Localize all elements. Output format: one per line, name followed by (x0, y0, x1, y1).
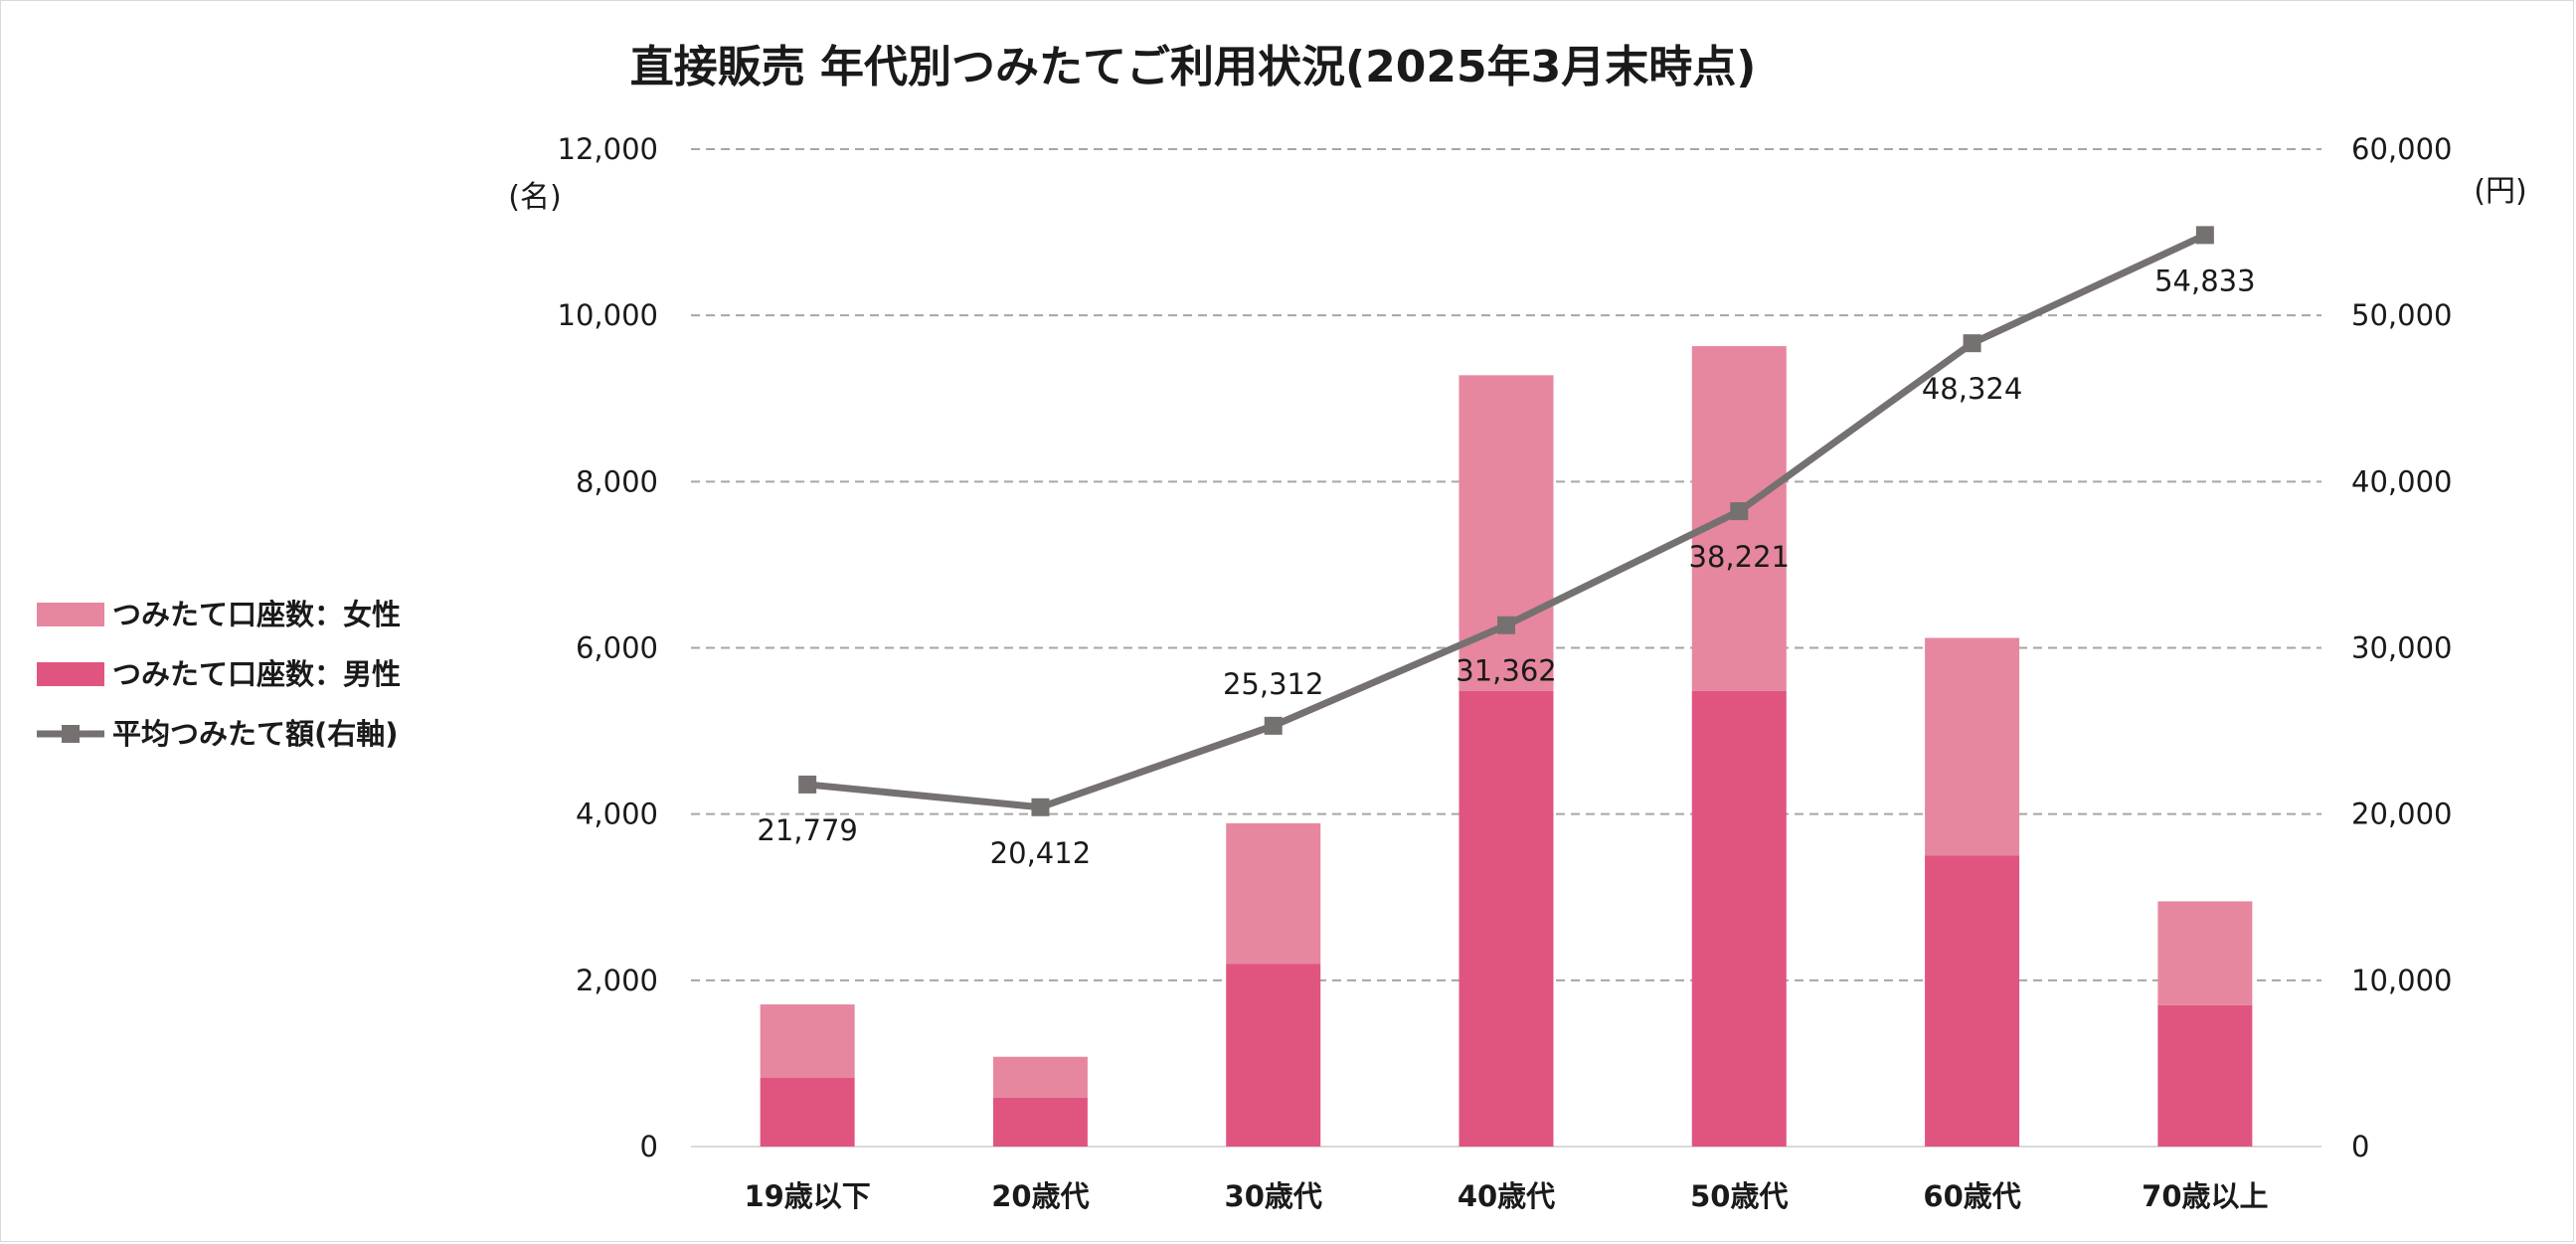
axes: 0 0 2,000 10,000 4,000 20,000 6,000 30,000 8,000… (508, 132, 2526, 1213)
bar-segment (2157, 901, 2253, 1005)
legend-marker (62, 725, 80, 743)
gridlines (691, 148, 2321, 981)
bar-segment (1691, 690, 1787, 1147)
legend-label: つみたて口座数：男性 (112, 657, 401, 691)
bar-segment (1226, 964, 1321, 1147)
left-axis-tick-label: 12,000 (558, 132, 658, 166)
bar-segment (992, 1056, 1088, 1098)
category-label: 70歳以上 (2142, 1179, 2268, 1213)
category-label: 20歳代 (991, 1179, 1089, 1213)
legend-swatch (37, 603, 104, 626)
bar-segment (2157, 1004, 2253, 1147)
bar-segment (1925, 637, 2020, 856)
line-point-marker (1730, 502, 1749, 521)
left-axis-tick-label: 6,000 (576, 631, 658, 665)
line-point-marker (798, 775, 817, 794)
bar-segment (1459, 375, 1554, 691)
line-data-label: 20,412 (990, 836, 1091, 870)
right-axis-tick-label: 60,000 (2351, 132, 2452, 166)
bar-segment (992, 1097, 1088, 1147)
category-label: 19歳以下 (744, 1179, 870, 1213)
line-data-label: 48,324 (1922, 372, 2022, 406)
line-point-marker (1497, 616, 1515, 634)
right-axis-tick-label: 10,000 (2351, 964, 2452, 997)
right-axis-tick-label: 50,000 (2351, 298, 2452, 332)
right-axis-tick-label: 0 (2351, 1130, 2369, 1163)
right-axis-tick-label: 20,000 (2351, 798, 2452, 831)
line-point-marker (2195, 226, 2214, 245)
line-data-label: 31,362 (1456, 654, 1556, 688)
line-data-label: 25,312 (1223, 667, 1323, 701)
chart-title: 直接販売 年代別つみたてご利用状況(2025年3月末時点) (630, 42, 1757, 92)
bars (760, 346, 2253, 1147)
bar-segment (1226, 822, 1321, 965)
line-point-marker (1031, 798, 1050, 816)
line-point-marker (1963, 334, 1981, 353)
left-axis-tick-label: 0 (640, 1130, 658, 1163)
bar-segment (760, 1077, 855, 1147)
bar-segment (1459, 690, 1554, 1147)
average-line (798, 226, 2214, 816)
legend-label: つみたて口座数：女性 (112, 598, 401, 631)
left-axis-tick-label: 8,000 (576, 464, 658, 498)
right-axis-tick-label: 40,000 (2351, 464, 2452, 498)
left-axis-tick-label: 2,000 (576, 964, 658, 997)
category-label: 30歳代 (1225, 1179, 1322, 1213)
right-axis-tick-label: 30,000 (2351, 631, 2452, 665)
category-label: 60歳代 (1923, 1179, 2020, 1213)
line-data-label: 21,779 (757, 813, 857, 847)
category-label: 40歳代 (1458, 1179, 1555, 1213)
left-axis-tick-label: 4,000 (576, 798, 658, 831)
line-data-label: 54,833 (2154, 264, 2255, 297)
left-axis-unit: (名) (508, 180, 561, 215)
legend-label: 平均つみたて額(右軸) (112, 717, 399, 751)
data-labels: 21,779 20,412 25,312 31,362 38,221 48,324 54,8… (757, 264, 2255, 869)
line-data-label: 38,221 (1689, 540, 1790, 574)
category-label: 50歳代 (1690, 1179, 1788, 1213)
legend-swatch (37, 662, 104, 686)
right-axis-unit: (円) (2474, 174, 2526, 209)
left-axis-tick-label: 10,000 (558, 298, 658, 332)
line-point-marker (1264, 716, 1283, 735)
bar-segment (760, 1004, 855, 1078)
bar-segment (1925, 855, 2020, 1147)
